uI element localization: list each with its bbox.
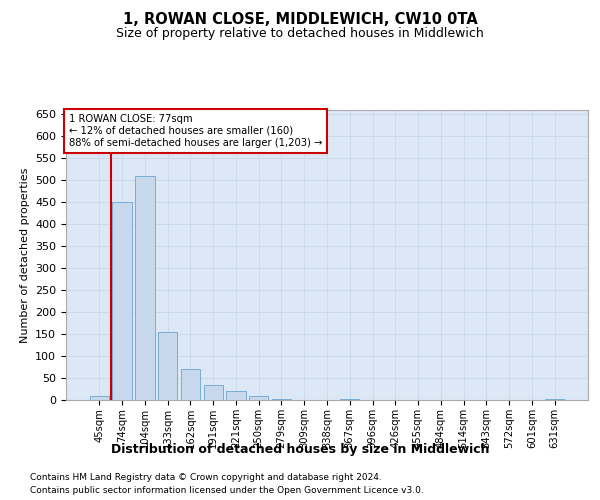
Text: Contains public sector information licensed under the Open Government Licence v3: Contains public sector information licen… [30, 486, 424, 495]
Text: Distribution of detached houses by size in Middlewich: Distribution of detached houses by size … [111, 442, 489, 456]
Bar [158, 332, 178, 400]
Bar [181, 369, 200, 400]
Y-axis label: Number of detached properties: Number of detached properties [20, 168, 29, 342]
Bar [203, 384, 223, 400]
Bar [135, 176, 155, 400]
Bar [226, 391, 245, 400]
Bar [112, 202, 132, 400]
Bar [249, 396, 268, 400]
Bar [90, 396, 109, 400]
Bar [340, 399, 359, 400]
Text: 1, ROWAN CLOSE, MIDDLEWICH, CW10 0TA: 1, ROWAN CLOSE, MIDDLEWICH, CW10 0TA [122, 12, 478, 28]
Text: Contains HM Land Registry data © Crown copyright and database right 2024.: Contains HM Land Registry data © Crown c… [30, 472, 382, 482]
Bar [272, 399, 291, 400]
Text: 1 ROWAN CLOSE: 77sqm
← 12% of detached houses are smaller (160)
88% of semi-deta: 1 ROWAN CLOSE: 77sqm ← 12% of detached h… [68, 114, 322, 148]
Bar [545, 399, 564, 400]
Text: Size of property relative to detached houses in Middlewich: Size of property relative to detached ho… [116, 28, 484, 40]
